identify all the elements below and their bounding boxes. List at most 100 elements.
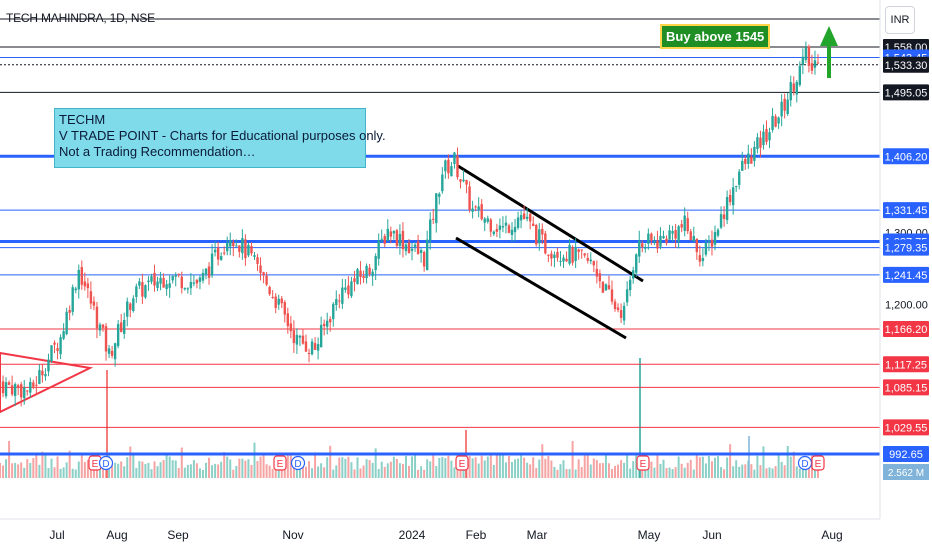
volume-bar [20, 462, 23, 478]
volume-bar [0, 462, 1, 478]
volume-bar [483, 460, 486, 478]
candle-body [683, 215, 686, 231]
candle-body [283, 302, 286, 315]
time-tick-label: Aug [821, 528, 842, 542]
volume-bar [23, 467, 26, 478]
candle-body [462, 179, 465, 182]
volume-bar [665, 468, 668, 478]
volume-bar [507, 455, 510, 478]
level-label: 1,085.15 [885, 382, 928, 394]
candle-body [180, 276, 183, 289]
candle-body [368, 267, 371, 275]
candle-body [771, 115, 774, 130]
volume-bar [271, 468, 274, 478]
candle-body [377, 240, 380, 259]
candle-body [719, 214, 723, 228]
candle-body [580, 249, 583, 251]
candle-body [192, 282, 196, 284]
volume-bar [453, 467, 456, 478]
volume-bar [717, 456, 720, 478]
candle-body [253, 255, 256, 257]
volume-bar [753, 469, 756, 478]
candle-body [786, 99, 789, 114]
volume-bar [783, 465, 786, 478]
dividend-marker[interactable]: D [797, 455, 813, 471]
candle-body [795, 82, 798, 95]
earnings-marker[interactable]: E [636, 455, 650, 471]
candle-body [116, 324, 120, 347]
candle-body [159, 277, 162, 284]
volume-bar [74, 469, 77, 478]
dividend-marker[interactable]: D [290, 455, 306, 471]
volume-bar [77, 461, 80, 478]
volume-bar [723, 469, 726, 478]
candle-body [638, 240, 641, 257]
svg-text:D: D [102, 459, 109, 470]
volume-bars [0, 358, 819, 478]
volume-bar [26, 459, 29, 478]
volume-bar [2, 465, 5, 478]
candle-body [765, 129, 768, 142]
volume-bar [589, 464, 592, 478]
volume-bar [208, 457, 211, 478]
candle-body [635, 254, 638, 273]
volume-bar [501, 454, 504, 478]
candle-body [441, 174, 444, 192]
volume-bar [529, 464, 532, 478]
candle-body [289, 323, 293, 332]
level-label: 1,029.55 [885, 422, 928, 434]
volume-bar [220, 461, 223, 478]
candle-body [213, 249, 217, 253]
level-label-box [883, 84, 929, 101]
volume-bar [617, 464, 620, 478]
candle-body [350, 281, 353, 297]
candle-body [29, 381, 32, 393]
candle-body [13, 384, 17, 397]
candle-body [195, 279, 199, 284]
candle-body [698, 255, 702, 262]
earnings-marker[interactable]: E [455, 455, 469, 471]
candle-body [486, 218, 489, 222]
candle-body [47, 359, 50, 372]
currency-button[interactable]: INR [885, 6, 915, 34]
candle-body [92, 301, 96, 306]
earnings-marker[interactable]: E [811, 455, 825, 471]
volume-bar [223, 452, 226, 478]
volume-bar [480, 455, 483, 478]
volume-bar [583, 455, 586, 478]
chart-title: TECH MAHINDRA, 1D, NSE [6, 11, 155, 25]
volume-bar [44, 454, 47, 478]
volume-bar [668, 467, 671, 478]
volume-bar [353, 469, 356, 478]
volume-bar [59, 468, 62, 478]
candle-body [774, 116, 777, 127]
candle-body [616, 307, 620, 311]
candle-body [204, 268, 208, 275]
volume-bar [744, 464, 747, 478]
volume-bar [671, 469, 674, 478]
volume-bar [47, 467, 50, 478]
volume-bar [8, 440, 11, 478]
level-label: 1,495.05 [885, 87, 928, 99]
candle-body [516, 217, 520, 228]
candle-body [553, 254, 556, 259]
candle-body [371, 271, 374, 277]
volume-bar [789, 456, 792, 478]
volume-bar [817, 464, 819, 478]
candle-body [86, 283, 90, 289]
svg-text:D: D [294, 459, 301, 470]
volume-bar [168, 456, 171, 478]
candle-body [562, 257, 565, 262]
volume-bar [586, 452, 589, 478]
candle-body [295, 334, 299, 345]
candle-body [401, 230, 405, 250]
dividend-marker[interactable]: D [98, 455, 114, 471]
candle-body [480, 204, 483, 220]
volume-bar [614, 465, 617, 478]
volume-bar [604, 454, 607, 478]
volume-bar [14, 462, 17, 478]
earnings-marker[interactable]: E [273, 455, 287, 471]
volume-bar [704, 463, 707, 478]
